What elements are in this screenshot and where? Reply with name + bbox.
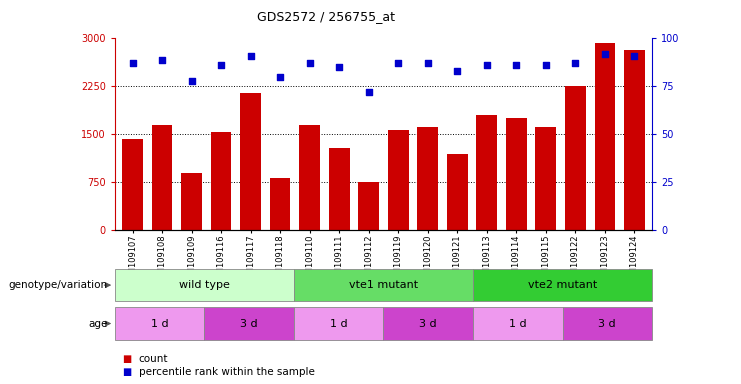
Point — [599, 51, 611, 57]
Bar — [359, 182, 379, 230]
Bar — [270, 178, 290, 230]
Point — [569, 60, 581, 66]
Point — [511, 62, 522, 68]
Point — [451, 68, 463, 74]
Bar — [624, 50, 645, 230]
Bar — [152, 125, 173, 230]
Bar — [506, 118, 527, 230]
Text: 3 d: 3 d — [240, 318, 258, 329]
Bar — [417, 127, 438, 230]
Text: count: count — [139, 354, 168, 364]
Bar — [565, 86, 585, 230]
Bar — [536, 127, 556, 230]
Point — [422, 60, 433, 66]
Point — [215, 62, 227, 68]
Point — [363, 89, 375, 95]
Text: percentile rank within the sample: percentile rank within the sample — [139, 367, 314, 377]
Bar — [388, 130, 408, 230]
Text: vte1 mutant: vte1 mutant — [349, 280, 418, 290]
Text: GDS2572 / 256755_at: GDS2572 / 256755_at — [257, 10, 395, 23]
Text: wild type: wild type — [179, 280, 230, 290]
Bar — [594, 43, 615, 230]
Text: vte2 mutant: vte2 mutant — [528, 280, 597, 290]
Point — [127, 60, 139, 66]
Bar — [182, 173, 202, 230]
Bar — [210, 132, 231, 230]
Point — [540, 62, 552, 68]
Bar — [240, 93, 261, 230]
Bar — [447, 154, 468, 230]
Text: 1 d: 1 d — [330, 318, 348, 329]
Point — [156, 56, 168, 63]
Text: 1 d: 1 d — [509, 318, 527, 329]
Text: 3 d: 3 d — [599, 318, 616, 329]
Point — [274, 74, 286, 80]
Text: ■: ■ — [122, 354, 131, 364]
Point — [392, 60, 404, 66]
Text: age: age — [88, 318, 107, 329]
Point — [304, 60, 316, 66]
Text: genotype/variation: genotype/variation — [8, 280, 107, 290]
Bar — [476, 114, 497, 230]
Text: 3 d: 3 d — [419, 318, 437, 329]
Point — [481, 62, 493, 68]
Bar — [299, 126, 320, 230]
Point — [333, 64, 345, 70]
Point — [245, 53, 256, 59]
Bar — [122, 139, 143, 230]
Text: ■: ■ — [122, 367, 131, 377]
Point — [186, 78, 198, 84]
Bar — [329, 149, 350, 230]
Text: 1 d: 1 d — [151, 318, 168, 329]
Point — [628, 53, 640, 59]
